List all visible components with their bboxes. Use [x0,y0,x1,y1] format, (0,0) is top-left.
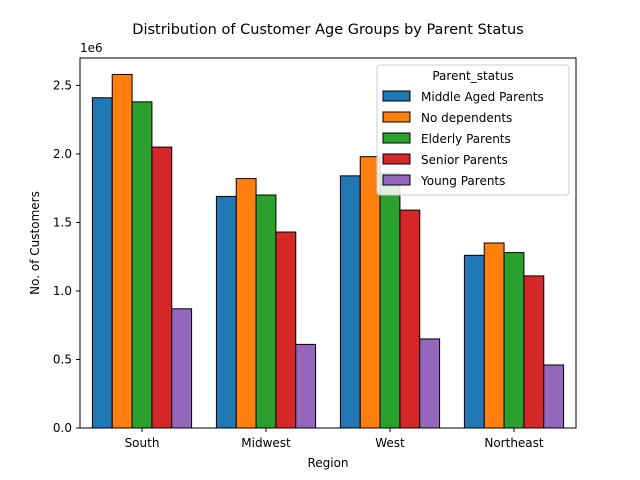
legend-title: Parent_status [432,69,513,83]
bar-elderly-parents-northeast [503,252,525,429]
x-axis: South Midwest West Northeast [125,428,544,450]
x-axis-title: Region [307,456,348,470]
bar-young-parents-midwest [295,343,317,429]
bars-group [91,73,565,429]
y-axis: 0.0 0.5 1.0 1.5 2.0 2.5 [53,78,80,435]
bar-middle-aged-parents-west [339,175,361,429]
bar-no-dependents-south [111,73,133,429]
y-tick-label: 1.0 [53,284,72,298]
bar-no-dependents-midwest [235,178,257,429]
bar-no-dependents-northeast [483,242,505,429]
x-tick-label: Northeast [484,436,544,450]
bar-middle-aged-parents-midwest [215,195,237,429]
bar-senior-parents-west [399,209,421,429]
legend-label: Young Parents [420,174,505,188]
legend-swatch [382,153,411,165]
bar-senior-parents-northeast [523,275,545,429]
y-tick-label: 0.0 [53,421,72,435]
y-axis-multiplier: 1e6 [80,41,103,55]
legend: Parent_status Middle Aged Parents No depe… [376,64,570,196]
x-tick-label: Midwest [241,436,291,450]
legend-label: Senior Parents [421,153,508,167]
bar-middle-aged-parents-south [91,97,113,429]
y-tick-label: 1.5 [53,215,72,229]
bar-elderly-parents-south [131,101,153,429]
y-tick-label: 2.0 [53,147,72,161]
bar-no-dependents-west [359,156,381,429]
bar-middle-aged-parents-northeast [463,254,485,429]
bar-young-parents-south [171,308,193,429]
bar-elderly-parents-midwest [255,194,277,429]
x-tick-label: West [375,436,405,450]
legend-label: Middle Aged Parents [421,90,544,104]
legend-frame [376,64,570,196]
bar-young-parents-west [419,338,441,429]
legend-label: No dependents [421,111,512,125]
legend-swatch [382,174,411,186]
bar-senior-parents-midwest [275,231,297,429]
legend-label: Elderly Parents [421,132,511,146]
chart-title: Distribution of Customer Age Groups by P… [132,22,523,38]
y-tick-label: 0.5 [53,352,72,366]
legend-swatch [382,90,411,102]
legend-swatch [382,132,411,144]
x-tick-label: South [125,436,160,450]
plot-area-frame [79,57,577,429]
y-tick-label: 2.5 [53,78,72,92]
legend-swatch [382,111,411,123]
bar-elderly-parents-west [379,172,401,429]
bar-senior-parents-south [151,146,173,429]
bar-young-parents-northeast [543,364,565,429]
y-axis-title: No. of Customers [28,191,42,295]
